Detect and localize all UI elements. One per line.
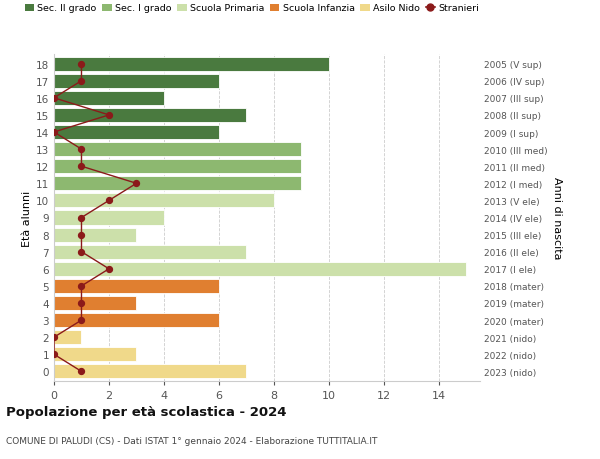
Point [77,61,86,68]
Bar [54,347,136,362]
Point [77,248,86,256]
Bar [54,74,219,89]
Point [104,112,114,119]
Point [49,129,59,136]
Point [104,266,114,273]
Bar [54,143,301,157]
Point [77,214,86,222]
Bar [54,177,301,191]
Text: Popolazione per età scolastica - 2024: Popolazione per età scolastica - 2024 [6,405,287,419]
Bar [54,194,274,208]
Bar [54,330,82,344]
Legend: Sec. II grado, Sec. I grado, Scuola Primaria, Scuola Infanzia, Asilo Nido, Stran: Sec. II grado, Sec. I grado, Scuola Prim… [25,5,479,13]
Point [77,146,86,153]
Point [49,351,59,358]
Bar [54,228,136,242]
Bar [54,297,136,310]
Bar [54,126,219,140]
Point [49,334,59,341]
Point [77,317,86,324]
Bar [54,313,219,327]
Bar [54,262,466,276]
Bar [54,245,247,259]
Point [77,283,86,290]
Y-axis label: Età alunni: Età alunni [22,190,32,246]
Y-axis label: Anni di nascita: Anni di nascita [551,177,562,259]
Bar [54,279,219,293]
Point [77,231,86,239]
Point [131,180,141,188]
Bar [54,109,247,123]
Bar [54,364,247,379]
Bar [54,57,329,72]
Point [77,163,86,170]
Bar [54,92,164,106]
Point [77,78,86,85]
Point [77,368,86,375]
Point [77,300,86,307]
Bar [54,160,301,174]
Bar [54,211,164,225]
Point [49,95,59,102]
Point [104,197,114,205]
Text: COMUNE DI PALUDI (CS) - Dati ISTAT 1° gennaio 2024 - Elaborazione TUTTITALIA.IT: COMUNE DI PALUDI (CS) - Dati ISTAT 1° ge… [6,436,377,445]
